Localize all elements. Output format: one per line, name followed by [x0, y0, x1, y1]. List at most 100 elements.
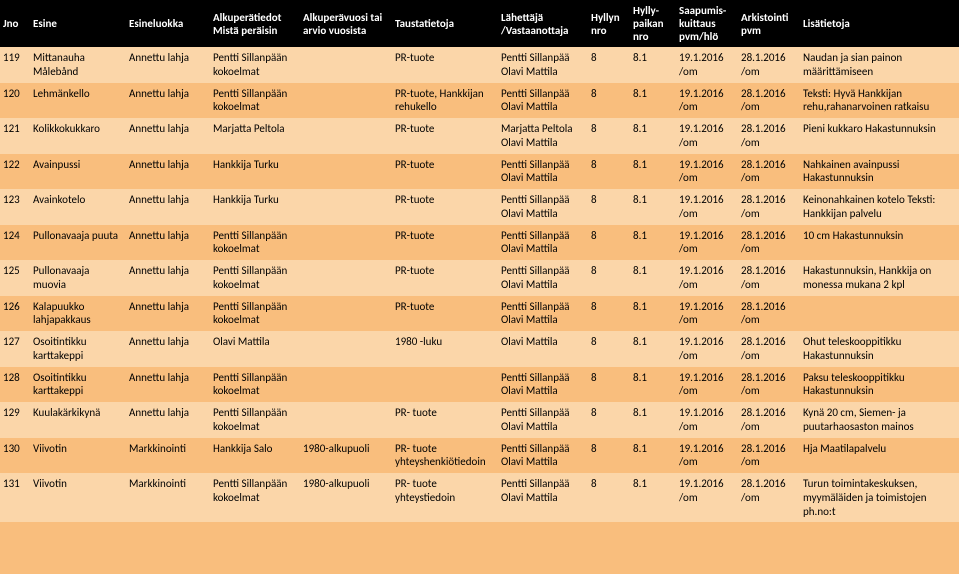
cell-luokka: Annettu lahja	[126, 47, 210, 83]
cell-arkis: 28.1.2016 /om	[738, 47, 800, 83]
cell-tausta: PR-tuote	[392, 296, 498, 332]
cell-jno: 129	[0, 402, 30, 438]
cell-alku: Pentti Sillanpään kokoelmat	[210, 260, 300, 296]
cell-luokka: Annettu lahja	[126, 402, 210, 438]
col-esine: Esine	[30, 0, 126, 47]
cell-hpnro: 8.1	[630, 438, 676, 474]
table-row: 130ViivotinMarkkinointiHankkija Salo1980…	[0, 438, 959, 474]
cell-tausta: 1980 -luku	[392, 331, 498, 367]
cell-lisa: Keinonahkainen kotelo Teksti: Hankkijan …	[800, 189, 959, 225]
cell-esine: Osoitintikku karttakeppi	[30, 367, 126, 403]
col-hnro: Hyllyn nro	[588, 0, 630, 47]
cell-hpnro: 8.1	[630, 154, 676, 190]
cell-lahet: Pentti Sillanpää Olavi Mattila	[498, 225, 588, 261]
table-row: 123AvainkoteloAnnettu lahjaHankkija Turk…	[0, 189, 959, 225]
cell-jno: 122	[0, 154, 30, 190]
cell-kuitt: 19.1.2016 /om	[676, 225, 738, 261]
cell-alku: Olavi Mattila	[210, 331, 300, 367]
cell-lahet: Pentti Sillanpää Olavi Mattila	[498, 47, 588, 83]
cell-tausta	[392, 367, 498, 403]
cell-jno: 126	[0, 296, 30, 332]
cell-hpnro: 8.1	[630, 47, 676, 83]
cell-esine: Osoitintikku karttakeppi	[30, 331, 126, 367]
cell-esine: Viivotin	[30, 438, 126, 474]
col-tausta: Taustatietoja	[392, 0, 498, 47]
cell-jno: 124	[0, 225, 30, 261]
cell-alku: Pentti Sillanpään kokoelmat	[210, 47, 300, 83]
cell-luokka: Annettu lahja	[126, 118, 210, 154]
col-jno: Jno	[0, 0, 30, 47]
cell-lisa: Ohut teleskooppitikku Hakastunnuksin	[800, 331, 959, 367]
cell-kuitt: 19.1.2016 /om	[676, 47, 738, 83]
cell-vuosi	[300, 83, 392, 119]
cell-kuitt: 19.1.2016 /om	[676, 260, 738, 296]
cell-hnro: 8	[588, 225, 630, 261]
table-header: Jno Esine Esineluokka Alkuperätiedot Mis…	[0, 0, 959, 47]
cell-lahet: Pentti Sillanpää Olavi Mattila	[498, 473, 588, 522]
cell-esine: Mittanauha Målebånd	[30, 47, 126, 83]
cell-arkis: 28.1.2016 /om	[738, 189, 800, 225]
cell-lahet: Pentti Sillanpää Olavi Mattila	[498, 367, 588, 403]
cell-hnro: 8	[588, 402, 630, 438]
cell-hnro: 8	[588, 260, 630, 296]
cell-lisa: Hakastunnuksin, Hankkija on monessa muka…	[800, 260, 959, 296]
cell-tausta: PR-tuote	[392, 189, 498, 225]
table-row: 128Osoitintikku karttakeppiAnnettu lahja…	[0, 367, 959, 403]
cell-hpnro: 8.1	[630, 367, 676, 403]
cell-alku: Pentti Sillanpään kokoelmat	[210, 296, 300, 332]
cell-lisa: Teksti: Hyvä Hankkijan rehu,rahanarvoine…	[800, 83, 959, 119]
cell-kuitt: 19.1.2016 /om	[676, 154, 738, 190]
cell-luokka: Annettu lahja	[126, 367, 210, 403]
cell-luokka: Annettu lahja	[126, 154, 210, 190]
cell-vuosi	[300, 260, 392, 296]
cell-jno: 123	[0, 189, 30, 225]
cell-kuitt: 19.1.2016 /om	[676, 83, 738, 119]
cell-lahet: Pentti Sillanpää Olavi Mattila	[498, 296, 588, 332]
cell-lahet: Pentti Sillanpää Olavi Mattila	[498, 83, 588, 119]
cell-hpnro: 8.1	[630, 83, 676, 119]
cell-luokka: Annettu lahja	[126, 331, 210, 367]
cell-arkis: 28.1.2016 /om	[738, 260, 800, 296]
cell-tausta: PR-tuote, Hankkijan rehukello	[392, 83, 498, 119]
cell-tausta: PR-tuote	[392, 154, 498, 190]
table-row: 127Osoitintikku karttakeppiAnnettu lahja…	[0, 331, 959, 367]
cell-alku: Hankkija Turku	[210, 189, 300, 225]
table-row: 126Kalapuukko lahjapakkausAnnettu lahjaP…	[0, 296, 959, 332]
cell-lahet: Pentti Sillanpää Olavi Mattila	[498, 154, 588, 190]
table-row: 125Pullonavaaja muoviaAnnettu lahjaPentt…	[0, 260, 959, 296]
cell-lisa: Turun toimintakeskuksen, myymäläiden ja …	[800, 473, 959, 522]
cell-lisa: Paksu teleskooppitikku Hakastunnuksin	[800, 367, 959, 403]
cell-tausta: PR-tuote	[392, 225, 498, 261]
cell-arkis: 28.1.2016 /om	[738, 331, 800, 367]
cell-vuosi	[300, 402, 392, 438]
cell-vuosi	[300, 331, 392, 367]
cell-vuosi	[300, 118, 392, 154]
cell-kuitt: 19.1.2016 /om	[676, 473, 738, 522]
table-row: 121KolikkokukkaroAnnettu lahjaMarjatta P…	[0, 118, 959, 154]
cell-esine: Avainpussi	[30, 154, 126, 190]
cell-lisa: Pieni kukkaro Hakastunnuksin	[800, 118, 959, 154]
cell-arkis: 28.1.2016 /om	[738, 402, 800, 438]
cell-hnro: 8	[588, 367, 630, 403]
cell-alku: Pentti Sillanpään kokoelmat	[210, 367, 300, 403]
inventory-table: Jno Esine Esineluokka Alkuperätiedot Mis…	[0, 0, 959, 522]
table-row: 120LehmänkelloAnnettu lahjaPentti Sillan…	[0, 83, 959, 119]
cell-vuosi: 1980-alkupuoli	[300, 438, 392, 474]
cell-hnro: 8	[588, 473, 630, 522]
cell-hpnro: 8.1	[630, 402, 676, 438]
cell-alku: Hankkija Turku	[210, 154, 300, 190]
cell-hnro: 8	[588, 83, 630, 119]
cell-luokka: Annettu lahja	[126, 260, 210, 296]
cell-vuosi	[300, 367, 392, 403]
cell-hpnro: 8.1	[630, 118, 676, 154]
cell-hpnro: 8.1	[630, 189, 676, 225]
cell-lahet: Olavi Mattila	[498, 331, 588, 367]
cell-luokka: Annettu lahja	[126, 296, 210, 332]
cell-arkis: 28.1.2016 /om	[738, 367, 800, 403]
cell-hnro: 8	[588, 331, 630, 367]
cell-hnro: 8	[588, 154, 630, 190]
cell-luokka: Annettu lahja	[126, 83, 210, 119]
cell-hnro: 8	[588, 296, 630, 332]
cell-alku: Pentti Sillanpään kokoelmat	[210, 83, 300, 119]
cell-lisa: Nahkainen avainpussi Hakastunnuksin	[800, 154, 959, 190]
